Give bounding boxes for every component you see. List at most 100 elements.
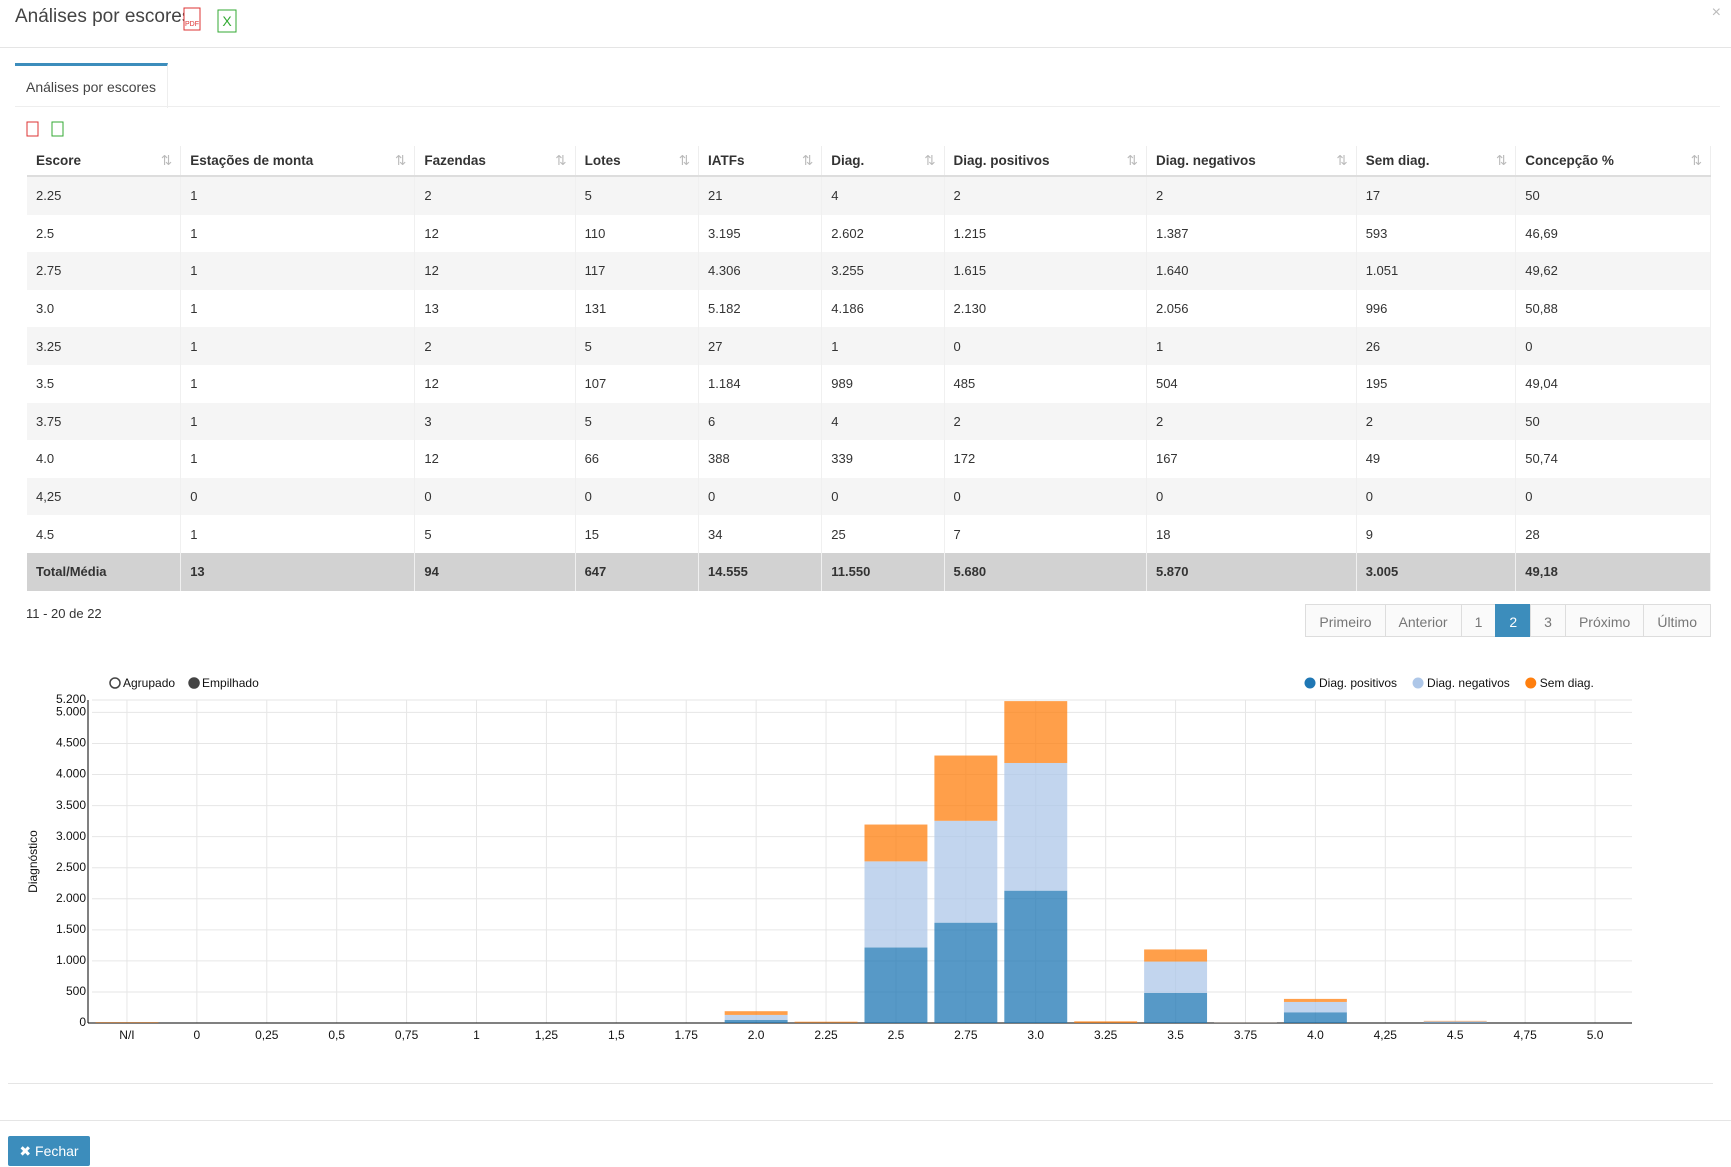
table-cell: 12 bbox=[414, 214, 576, 253]
column-header[interactable]: Diag. negativos bbox=[1146, 146, 1357, 177]
x-tick-label: 0,75 bbox=[395, 1028, 419, 1042]
close-button[interactable]: × bbox=[1711, 4, 1721, 21]
table-row: 3.75 1 3 5 6 4 2 2 2 50 bbox=[27, 402, 1711, 441]
table-cell: 94 bbox=[414, 552, 576, 591]
page-button[interactable]: Primeiro bbox=[1305, 604, 1386, 637]
column-header[interactable]: Diag. bbox=[821, 146, 945, 177]
y-tick-label: 4.000 bbox=[56, 767, 86, 781]
table-cell: 5.680 bbox=[944, 552, 1147, 591]
table-cell: 3.005 bbox=[1356, 552, 1517, 591]
page-button[interactable]: 2 bbox=[1495, 604, 1532, 637]
table-cell: 1 bbox=[180, 289, 416, 328]
column-header[interactable]: Estações de monta bbox=[180, 146, 416, 177]
bar bbox=[1144, 961, 1208, 993]
column-header[interactable]: Fazendas bbox=[414, 146, 576, 177]
table-cell: 117 bbox=[575, 252, 700, 290]
table-cell: 1 bbox=[180, 176, 416, 215]
page-button[interactable]: Anterior bbox=[1384, 604, 1462, 637]
table-cell: 0 bbox=[1146, 477, 1357, 516]
page-button[interactable]: Último bbox=[1643, 604, 1711, 637]
legend-label: Diag. positivos bbox=[1319, 676, 1397, 690]
table-cell: 5.182 bbox=[698, 289, 823, 328]
table-cell: 5 bbox=[575, 327, 700, 365]
legend-label: Sem diag. bbox=[1540, 676, 1594, 690]
table-cell: 18 bbox=[1146, 515, 1357, 553]
table-cell: 6 bbox=[698, 402, 823, 441]
column-header[interactable]: Concepção % bbox=[1515, 146, 1711, 177]
table-cell: 110 bbox=[575, 214, 700, 253]
table-cell: 485 bbox=[944, 364, 1147, 403]
table-cell: 4,25 bbox=[27, 477, 182, 516]
table-cell: 13 bbox=[414, 289, 576, 328]
divider bbox=[0, 1120, 1731, 1121]
y-tick-label: 500 bbox=[66, 984, 86, 998]
y-tick-label: 4.500 bbox=[56, 736, 86, 750]
y-axis-label: Diagnóstico bbox=[26, 830, 40, 893]
total-row: Total/Média 13 94 647 14.555 11.550 5.680 5.870… bbox=[27, 552, 1711, 591]
table-cell: 339 bbox=[821, 440, 945, 478]
bar bbox=[864, 861, 928, 948]
y-tick-label: 5.000 bbox=[56, 705, 86, 719]
table-cell: 50,88 bbox=[1515, 289, 1711, 328]
table-row: 4.5 1 5 15 34 25 7 18 9 28 bbox=[27, 515, 1711, 553]
column-header[interactable]: Sem diag. bbox=[1356, 146, 1517, 177]
table-cell: 4 bbox=[821, 402, 945, 441]
table-cell: 34 bbox=[698, 515, 823, 553]
x-tick-label: 3.0 bbox=[1027, 1028, 1044, 1042]
x-tick-label: 1,5 bbox=[608, 1028, 625, 1042]
table-cell: 2.602 bbox=[821, 214, 945, 253]
table-cell: 2.75 bbox=[27, 252, 182, 290]
column-header[interactable]: IATFs bbox=[698, 146, 823, 177]
table-cell: 172 bbox=[944, 440, 1147, 478]
column-header[interactable]: Escore bbox=[27, 146, 182, 177]
mode-label: Agrupado bbox=[123, 676, 175, 690]
table-cell: 66 bbox=[575, 440, 700, 478]
table-cell: 27 bbox=[698, 327, 823, 365]
mode-radio[interactable] bbox=[188, 677, 200, 689]
table-cell: 7 bbox=[944, 515, 1147, 553]
bar bbox=[1004, 762, 1068, 891]
table-cell: 0 bbox=[1515, 327, 1711, 365]
y-tick-label: 5.200 bbox=[56, 692, 86, 706]
table-cell: 49,18 bbox=[1515, 552, 1711, 591]
table-cell: 5 bbox=[575, 402, 700, 441]
column-header[interactable]: Lotes bbox=[575, 146, 700, 177]
x-tick-label: 0,25 bbox=[255, 1028, 279, 1042]
bar bbox=[1283, 1001, 1347, 1013]
page-info: 11 - 20 de 22 bbox=[26, 606, 102, 621]
x-tick-label: 4,25 bbox=[1374, 1028, 1398, 1042]
table-cell: 107 bbox=[575, 364, 700, 403]
table-cell: 12 bbox=[414, 364, 576, 403]
table-cell: 2 bbox=[1356, 402, 1517, 441]
page-button[interactable]: Próximo bbox=[1564, 604, 1645, 637]
export-icons[interactable]: PDF X bbox=[182, 6, 242, 34]
bar bbox=[1144, 949, 1208, 962]
table-export-icons[interactable] bbox=[26, 121, 70, 139]
bar bbox=[1423, 1020, 1487, 1022]
page-button[interactable]: 1 bbox=[1460, 604, 1497, 637]
table-cell: 2 bbox=[414, 176, 576, 215]
table-cell: 989 bbox=[821, 364, 945, 403]
table-cell: 1.615 bbox=[944, 252, 1147, 290]
bar bbox=[724, 1011, 788, 1015]
table-cell: 1.051 bbox=[1356, 252, 1517, 290]
mode-radio[interactable] bbox=[109, 677, 121, 689]
bar bbox=[794, 1021, 858, 1023]
table-cell: 4 bbox=[821, 176, 945, 215]
close-button[interactable]: ✖ Fechar bbox=[8, 1136, 90, 1166]
column-header[interactable]: Diag. positivos bbox=[944, 146, 1147, 177]
svg-text:PDF: PDF bbox=[185, 21, 199, 28]
bar bbox=[934, 820, 998, 923]
tab[interactable]: Análises por escores bbox=[15, 63, 168, 108]
x-tick-label: 0,5 bbox=[328, 1028, 345, 1042]
table-cell: 17 bbox=[1356, 176, 1517, 215]
button-label: Fechar bbox=[35, 1143, 79, 1159]
table-cell: 25 bbox=[821, 515, 945, 553]
y-tick-label: 0 bbox=[79, 1015, 86, 1029]
table-row: 4,25 0 0 0 0 0 0 0 0 0 bbox=[27, 477, 1711, 516]
x-tick-label: 2.5 bbox=[888, 1028, 905, 1042]
page-button[interactable]: 3 bbox=[1530, 604, 1566, 637]
mode-label: Empilhado bbox=[202, 676, 259, 690]
table-cell: 15 bbox=[575, 515, 700, 553]
legend-swatch bbox=[1304, 677, 1316, 689]
